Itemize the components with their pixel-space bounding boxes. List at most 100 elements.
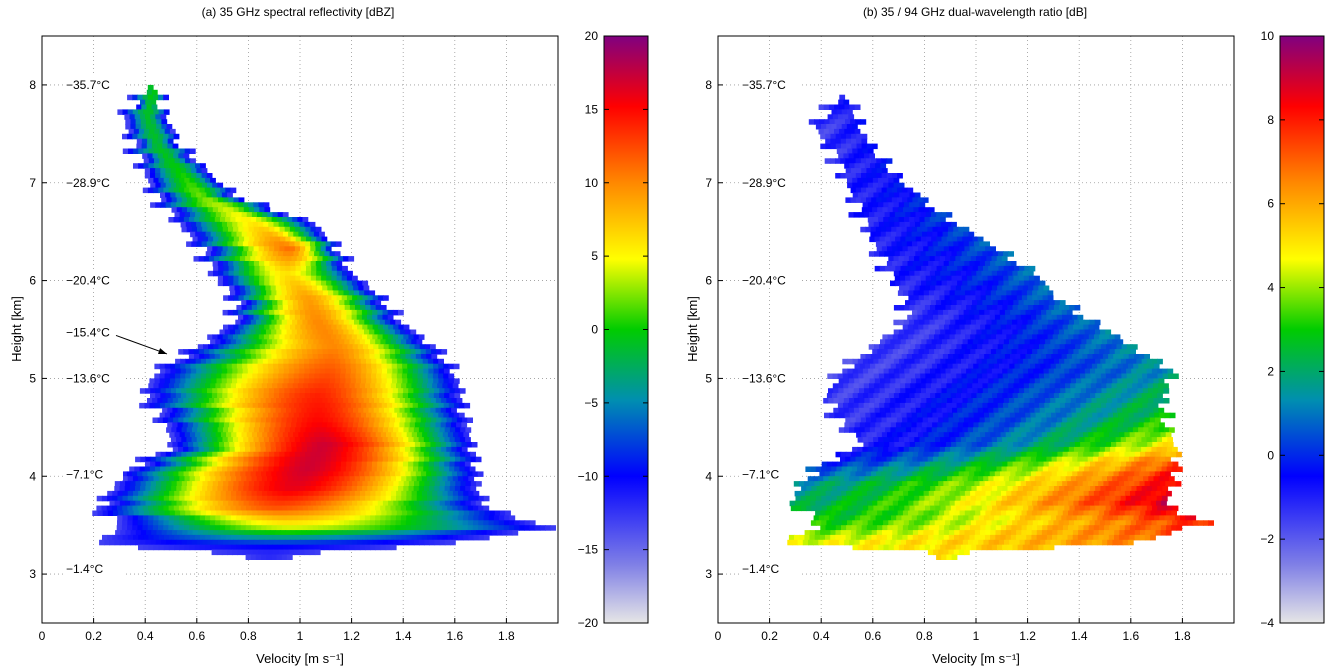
heatmap-cell xyxy=(451,471,458,477)
heatmap-cell xyxy=(222,241,229,247)
heatmap-cell xyxy=(395,471,401,477)
heatmap-cell xyxy=(388,324,394,331)
heatmap-cell xyxy=(385,515,392,521)
heatmap-cell xyxy=(306,407,313,414)
heatmap-cell xyxy=(1002,344,1009,350)
heatmap-cell xyxy=(286,329,293,335)
heatmap-cell xyxy=(329,432,336,438)
heatmap-cell xyxy=(272,515,278,521)
heatmap-cell xyxy=(253,539,260,546)
heatmap-cell xyxy=(225,525,231,531)
heatmap-cell xyxy=(360,412,367,419)
heatmap-cell xyxy=(223,422,230,428)
heatmap-cell xyxy=(205,510,212,516)
heatmap-cell xyxy=(313,490,320,497)
heatmap-cell xyxy=(212,486,219,492)
heatmap-cell xyxy=(1013,275,1020,282)
heatmap-cell xyxy=(336,314,342,321)
heatmap-cell xyxy=(436,471,443,477)
heatmap-cell xyxy=(970,349,976,355)
heatmap-cell xyxy=(379,329,386,335)
heatmap-cell xyxy=(964,314,970,321)
heatmap-cell xyxy=(1014,265,1020,272)
heatmap-cell xyxy=(112,534,119,541)
heatmap-cell xyxy=(1066,309,1073,316)
heatmap-cell xyxy=(320,456,327,463)
heatmap-cell xyxy=(205,544,211,551)
heatmap-cell xyxy=(493,515,500,521)
heatmap-cell xyxy=(294,549,300,556)
heatmap-cell xyxy=(934,319,941,326)
heatmap-cell xyxy=(136,143,143,150)
heatmap-cell xyxy=(400,505,407,512)
heatmap-cell xyxy=(867,177,874,184)
heatmap-cell xyxy=(339,544,345,551)
heatmap-cell xyxy=(145,114,151,120)
heatmap-cell xyxy=(390,319,396,326)
heatmap-cell xyxy=(284,309,291,316)
heatmap-cell xyxy=(286,417,293,423)
heatmap-cell xyxy=(504,520,510,526)
heatmap-cell xyxy=(391,432,397,438)
heatmap-cell xyxy=(843,153,850,159)
heatmap-cell xyxy=(390,339,397,345)
heatmap-cell xyxy=(877,207,883,213)
heatmap-cell xyxy=(386,432,392,438)
heatmap-cell xyxy=(342,270,348,277)
heatmap-cell xyxy=(214,349,221,355)
heatmap-cell xyxy=(904,270,910,277)
heatmap-cell xyxy=(519,520,526,526)
heatmap-cell xyxy=(1008,275,1015,282)
heatmap-cell xyxy=(158,383,165,389)
heatmap-cell xyxy=(300,486,306,492)
heatmap-cell xyxy=(305,280,312,287)
heatmap-cell xyxy=(153,515,160,521)
heatmap-cell xyxy=(435,422,442,428)
heatmap-cell xyxy=(1029,280,1036,287)
heatmap-cell xyxy=(886,197,893,203)
heatmap-cell xyxy=(385,544,392,551)
heatmap-cell xyxy=(171,456,177,463)
heatmap-cell xyxy=(153,187,159,194)
heatmap-cell xyxy=(307,349,313,355)
heatmap-cell xyxy=(287,339,294,345)
heatmap-cell xyxy=(874,236,881,243)
heatmap-cell xyxy=(201,466,208,472)
heatmap-cell xyxy=(406,432,413,438)
heatmap-cell xyxy=(362,280,369,287)
heatmap-cell xyxy=(439,456,446,463)
heatmap-cell xyxy=(442,432,449,438)
heatmap-cell xyxy=(300,539,307,546)
heatmap-cell xyxy=(963,226,970,233)
heatmap-cell xyxy=(909,202,915,208)
heatmap-cell xyxy=(201,173,208,179)
heatmap-cell xyxy=(1043,319,1049,326)
heatmap-cell xyxy=(211,402,218,409)
heatmap-cell xyxy=(218,207,224,213)
heatmap-cell xyxy=(514,525,520,531)
heatmap-cell xyxy=(304,358,310,365)
heatmap-cell xyxy=(917,309,923,316)
heatmap-cell xyxy=(326,456,332,463)
heatmap-cell xyxy=(248,295,255,301)
heatmap-cell xyxy=(243,226,250,233)
heatmap-cell xyxy=(181,486,188,492)
heatmap-cell xyxy=(923,207,930,213)
heatmap-cell xyxy=(126,471,133,477)
heatmap-cell xyxy=(386,358,393,365)
heatmap-cell xyxy=(140,124,147,130)
heatmap-cell xyxy=(217,500,224,507)
heatmap-cell xyxy=(374,354,381,360)
heatmap-cell xyxy=(175,461,182,468)
heatmap-cell xyxy=(206,363,212,370)
heatmap-cell xyxy=(267,490,273,497)
heatmap-cell xyxy=(113,510,119,516)
heatmap-cell xyxy=(349,544,356,551)
heatmap-cell xyxy=(971,329,977,335)
heatmap-cell xyxy=(117,505,123,512)
heatmap-cell xyxy=(407,510,413,516)
heatmap-cell xyxy=(435,442,442,448)
heatmap-cell xyxy=(867,182,874,189)
heatmap-cell xyxy=(362,500,369,507)
heatmap-cell xyxy=(194,217,200,223)
